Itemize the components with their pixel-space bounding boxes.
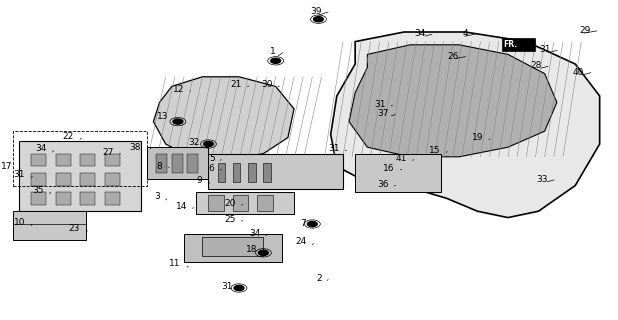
Text: 28: 28	[530, 61, 541, 70]
Bar	[248, 163, 255, 182]
Text: 12: 12	[172, 85, 184, 94]
Bar	[233, 163, 240, 182]
Text: 17: 17	[1, 162, 13, 171]
Bar	[147, 147, 208, 179]
Text: 22: 22	[62, 132, 74, 140]
Text: 31: 31	[540, 45, 551, 54]
Bar	[257, 195, 273, 211]
Text: 11: 11	[169, 260, 181, 268]
Bar	[56, 192, 71, 205]
Text: 2: 2	[316, 274, 321, 283]
Circle shape	[234, 285, 244, 291]
Bar	[187, 154, 198, 173]
Bar	[156, 154, 167, 173]
Circle shape	[271, 58, 281, 63]
Text: 20: 20	[224, 199, 236, 208]
Bar	[202, 237, 263, 256]
Circle shape	[203, 141, 213, 147]
Text: 4: 4	[463, 29, 468, 38]
Circle shape	[173, 119, 183, 124]
Text: 10: 10	[14, 218, 25, 227]
PathPatch shape	[331, 32, 599, 218]
Text: 18: 18	[246, 245, 257, 254]
Bar	[31, 173, 46, 186]
Text: 16: 16	[383, 164, 395, 172]
Text: 21: 21	[231, 80, 242, 89]
Text: 34: 34	[35, 144, 46, 153]
Text: 29: 29	[579, 26, 590, 35]
Text: 13: 13	[157, 112, 169, 121]
Bar	[80, 192, 95, 205]
Text: 25: 25	[224, 215, 236, 224]
Text: 30: 30	[261, 80, 273, 89]
Circle shape	[308, 221, 317, 227]
Text: 40: 40	[573, 68, 585, 76]
Circle shape	[313, 17, 323, 22]
Bar	[104, 173, 120, 186]
Text: 8: 8	[157, 162, 163, 171]
Text: 24: 24	[295, 237, 307, 246]
Text: 6: 6	[209, 164, 214, 172]
Text: 9: 9	[197, 176, 202, 185]
Text: 15: 15	[430, 146, 441, 155]
Bar	[31, 192, 46, 205]
Bar	[218, 163, 225, 182]
Bar	[208, 195, 224, 211]
Text: 5: 5	[209, 154, 214, 163]
Bar	[355, 154, 441, 192]
Text: 23: 23	[69, 224, 80, 233]
Bar	[104, 192, 120, 205]
Text: 36: 36	[377, 180, 389, 188]
Text: 32: 32	[188, 138, 199, 147]
PathPatch shape	[349, 45, 557, 157]
Bar	[80, 173, 95, 186]
Bar	[233, 195, 248, 211]
Bar	[184, 234, 282, 262]
Bar	[502, 38, 535, 51]
Bar	[56, 173, 71, 186]
Text: 39: 39	[310, 7, 321, 16]
Text: 14: 14	[176, 202, 187, 211]
Text: 31: 31	[221, 282, 233, 291]
Text: 27: 27	[103, 148, 114, 156]
Circle shape	[258, 250, 268, 255]
Bar	[104, 154, 120, 166]
Bar	[172, 154, 183, 173]
Bar	[19, 141, 141, 211]
Bar	[13, 211, 86, 240]
Bar	[263, 163, 271, 182]
Text: 1: 1	[270, 47, 276, 56]
Text: 7: 7	[300, 220, 307, 228]
Bar	[13, 131, 147, 186]
PathPatch shape	[153, 77, 294, 160]
Text: 31: 31	[375, 100, 386, 108]
Text: 38: 38	[130, 143, 141, 152]
Text: 34: 34	[249, 229, 260, 238]
Bar	[31, 154, 46, 166]
Text: 31: 31	[14, 170, 25, 179]
Bar	[56, 154, 71, 166]
Bar	[208, 154, 343, 189]
Text: 31: 31	[328, 144, 340, 153]
Text: 3: 3	[154, 192, 159, 201]
Text: 33: 33	[536, 175, 548, 184]
Text: FR.: FR.	[504, 40, 517, 49]
Bar	[80, 154, 95, 166]
Text: 26: 26	[447, 52, 459, 60]
Text: 35: 35	[32, 186, 43, 195]
Text: 34: 34	[414, 29, 425, 38]
Text: 41: 41	[396, 154, 407, 163]
Text: 37: 37	[377, 109, 389, 118]
Text: 19: 19	[472, 133, 483, 142]
Bar	[196, 192, 294, 214]
